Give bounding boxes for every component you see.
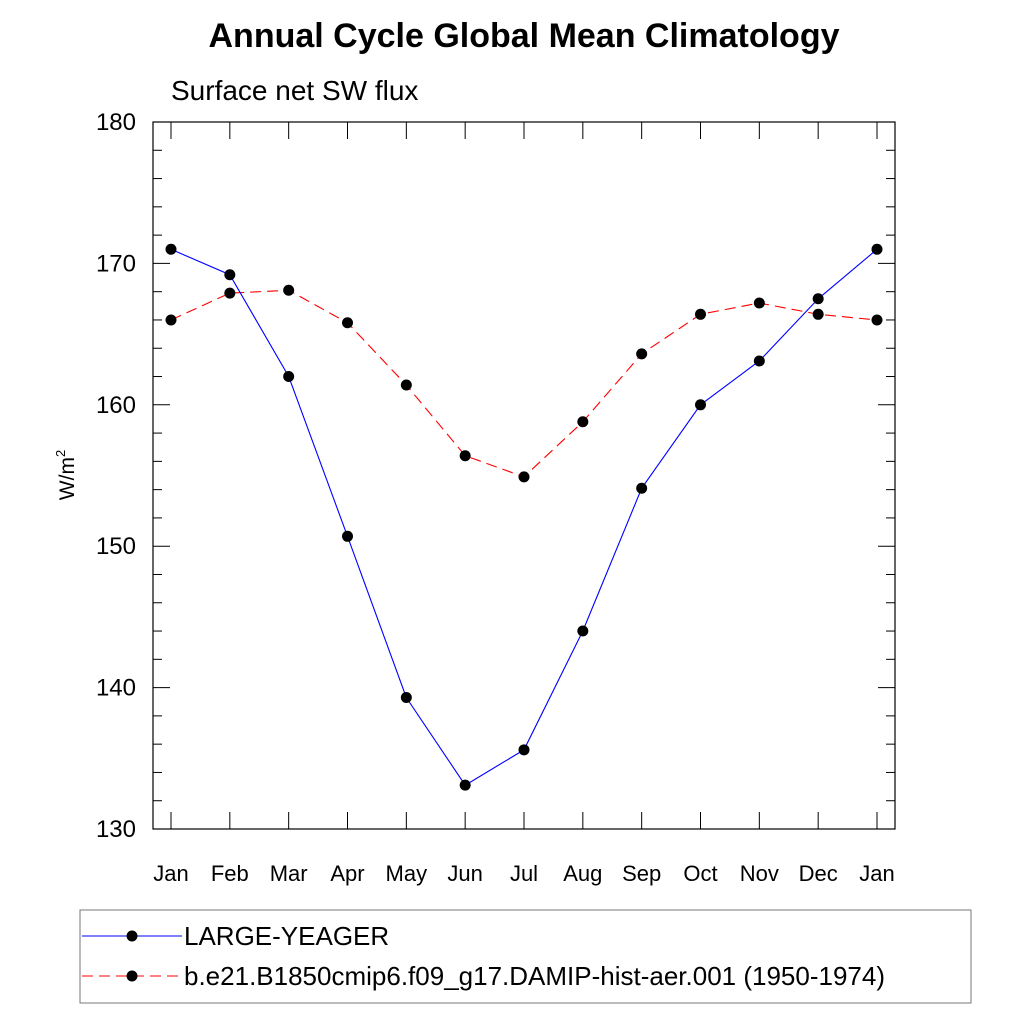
y-axis-label-unit: W/m xyxy=(56,457,79,500)
y-tick-label: 180 xyxy=(96,109,136,136)
y-axis-label: W/m2 xyxy=(53,450,79,500)
chart-subtitle: Surface net SW flux xyxy=(171,75,418,106)
x-tick-label: May xyxy=(386,861,428,886)
data-point xyxy=(518,471,530,483)
data-point xyxy=(812,308,824,320)
data-point xyxy=(753,297,765,309)
series-0 xyxy=(170,248,878,786)
legend: LARGE-YEAGER b.e21.B1850cmip6.f09_g17.DAM… xyxy=(79,909,972,1004)
y-axis-label-superscript: 2 xyxy=(53,450,68,457)
x-tick-label: Jun xyxy=(447,861,482,886)
x-tick-label: Aug xyxy=(563,861,602,886)
data-point xyxy=(224,269,236,281)
legend-label: LARGE-YEAGER xyxy=(184,921,389,951)
data-point xyxy=(518,744,530,756)
legend-box xyxy=(79,909,972,1004)
data-point xyxy=(224,287,236,299)
data-point xyxy=(695,308,706,320)
series-layer xyxy=(165,243,883,791)
data-point xyxy=(165,243,177,255)
x-tick-label: Jul xyxy=(510,861,538,886)
x-axis: Jan Feb Mar Apr May Jun Jul Aug Sep Oct Nov Dec Jan xyxy=(153,122,895,886)
data-point xyxy=(400,379,412,391)
x-tick-label: Jan xyxy=(153,861,188,886)
x-tick-label: Sep xyxy=(622,861,661,886)
data-point xyxy=(165,314,177,326)
x-tick-label: Nov xyxy=(740,861,779,886)
data-point xyxy=(577,416,589,428)
data-point xyxy=(695,399,706,411)
series-line xyxy=(170,248,878,786)
x-tick-label: Oct xyxy=(683,861,717,886)
series-markers-0 xyxy=(165,243,883,791)
data-point xyxy=(283,284,295,296)
legend-label: b.e21.B1850cmip6.f09_g17.DAMIP-hist-aer.… xyxy=(184,961,885,991)
y-tick-label: 160 xyxy=(96,392,136,419)
data-point xyxy=(342,317,353,329)
data-point xyxy=(871,243,883,255)
data-point xyxy=(753,355,765,367)
data-point xyxy=(283,371,295,383)
data-point xyxy=(342,530,353,542)
y-tick-label: 140 xyxy=(96,675,136,702)
x-tick-label: Jan xyxy=(859,861,894,886)
data-point xyxy=(577,625,589,637)
legend-marker-swatch xyxy=(126,970,138,982)
y-tick-label: 130 xyxy=(96,816,136,843)
series-line xyxy=(170,289,878,478)
y-axis: 130 140 150 160 170 180 xyxy=(96,109,895,843)
x-tick-label: Mar xyxy=(270,861,308,886)
data-point xyxy=(812,293,824,305)
data-point xyxy=(636,348,648,360)
data-point xyxy=(636,482,648,494)
series-1 xyxy=(170,289,878,478)
data-point xyxy=(871,314,883,326)
x-tick-label: Feb xyxy=(211,861,249,886)
data-point xyxy=(459,450,471,462)
x-tick-label: Apr xyxy=(330,861,364,886)
y-tick-label: 150 xyxy=(96,533,136,560)
legend-marker-swatch xyxy=(126,930,138,942)
chart-title: Annual Cycle Global Mean Climatology xyxy=(209,17,840,55)
data-point xyxy=(459,779,471,791)
x-tick-label: Dec xyxy=(799,861,838,886)
y-tick-label: 170 xyxy=(96,250,136,277)
series-markers-1 xyxy=(165,284,883,483)
data-point xyxy=(400,691,412,703)
